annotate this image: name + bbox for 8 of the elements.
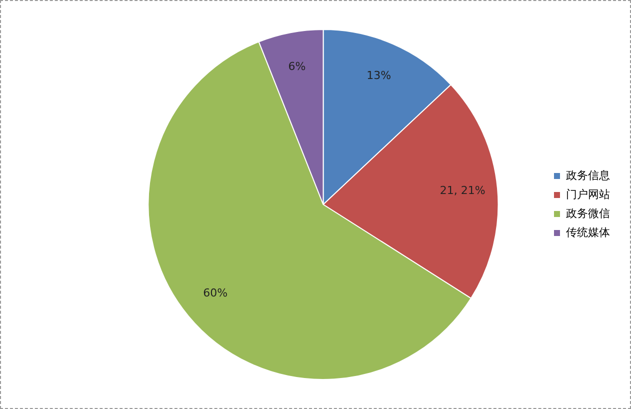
legend-label: 政务微信 [566, 206, 610, 220]
data-label: 13% [366, 68, 392, 82]
data-label: 6% [288, 60, 306, 73]
data-label: 21, 21% [440, 184, 486, 198]
data-label: 60% [203, 286, 228, 300]
legend-label: 政务信息 [566, 168, 610, 182]
legend-label: 门户网站 [566, 188, 610, 201]
legend-label: 传统媒体 [566, 226, 610, 239]
